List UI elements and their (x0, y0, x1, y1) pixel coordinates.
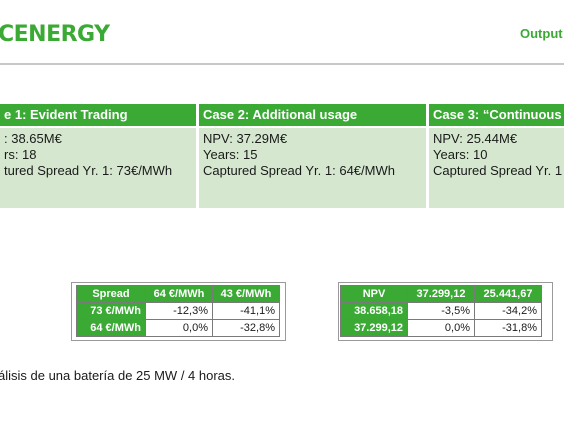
case-2-card: Case 2: Additional usage NPV: 37.29M€ Ye… (199, 104, 426, 208)
case-2-body: NPV: 37.29M€ Years: 15 Captured Spread Y… (199, 128, 426, 208)
table-row: 64 €/MWh 0,0% -32,8% (76, 319, 280, 337)
row-header-cell: 37.299,12 (340, 319, 408, 337)
table-cell: 0,0% (145, 319, 213, 337)
case-1-npv: : 38.65M€ (4, 131, 62, 146)
table-row: 37.299,12 0,0% -31,8% (340, 319, 542, 337)
table-cell: -34,2% (474, 302, 542, 320)
row-header-cell: 38.658,18 (340, 302, 408, 320)
case-2-years: Years: 15 (203, 147, 258, 162)
table-header-cell: Spread (76, 285, 146, 303)
case-3-years: Years: 10 (433, 147, 488, 162)
table-header-row: Spread 64 €/MWh 43 €/MWh (76, 285, 280, 303)
table-header-cell: 43 €/MWh (212, 285, 280, 303)
table-cell: -12,3% (145, 302, 213, 320)
table-header-cell: 37.299,12 (407, 285, 475, 303)
case-2-npv: NPV: 37.29M€ (203, 131, 288, 146)
case-2-spread: Captured Spread Yr. 1: 64€/MWh (203, 163, 395, 178)
case-2-title: Case 2: Additional usage (199, 104, 426, 126)
row-header-cell: 64 €/MWh (76, 319, 146, 337)
case-1-spread: tured Spread Yr. 1: 73€/MWh (4, 163, 173, 178)
table-cell: 0,0% (407, 319, 475, 337)
table-header-cell: 25.441,67 (474, 285, 542, 303)
table-row: 38.658,18 -3,5% -34,2% (340, 302, 542, 320)
case-1-years: rs: 18 (4, 147, 37, 162)
table-cell: -31,8% (474, 319, 542, 337)
spread-sensitivity-table: Spread 64 €/MWh 43 €/MWh 73 €/MWh -12,3%… (76, 285, 280, 337)
table-cell: -32,8% (212, 319, 280, 337)
case-3-card: Case 3: “Continuous NPV: 25.44M€ Years: … (429, 104, 564, 208)
table-header-cell: NPV (340, 285, 408, 303)
case-1-title: e 1: Evident Trading (0, 104, 196, 126)
table-header-row: NPV 37.299,12 25.441,67 (340, 285, 542, 303)
table-cell: -3,5% (407, 302, 475, 320)
output-label: Output (520, 26, 563, 41)
company-logo: CENERGY (0, 22, 110, 47)
table-row: 73 €/MWh -12,3% -41,1% (76, 302, 280, 320)
row-header-cell: 73 €/MWh (76, 302, 146, 320)
case-3-body: NPV: 25.44M€ Years: 10 Captured Spread Y… (429, 128, 564, 208)
table-cell: -41,1% (212, 302, 280, 320)
case-3-spread: Captured Spread Yr. 1 (433, 163, 563, 178)
npv-sensitivity-table: NPV 37.299,12 25.441,67 38.658,18 -3,5% … (340, 285, 542, 337)
case-3-title: Case 3: “Continuous (429, 104, 564, 126)
header-divider (0, 63, 564, 65)
case-1-body: : 38.65M€ rs: 18 tured Spread Yr. 1: 73€… (0, 128, 196, 208)
case-1-card: e 1: Evident Trading : 38.65M€ rs: 18 tu… (0, 104, 196, 208)
table-header-cell: 64 €/MWh (145, 285, 213, 303)
case-3-npv: NPV: 25.44M€ (433, 131, 518, 146)
analysis-footnote: álisis de una batería de 25 MW / 4 horas… (0, 368, 236, 383)
